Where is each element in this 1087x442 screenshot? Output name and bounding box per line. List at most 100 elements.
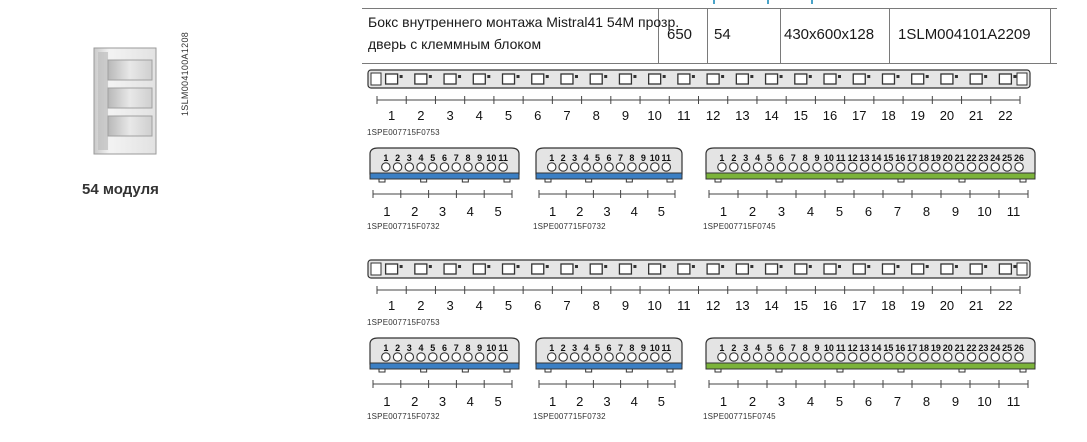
module-number: 1 bbox=[549, 394, 556, 409]
module-number: 1 bbox=[388, 108, 395, 123]
terminal-clamp bbox=[954, 162, 965, 172]
terminal-screw bbox=[998, 263, 1013, 275]
clamp-number: 4 bbox=[419, 343, 424, 353]
strip-order-code: 1SPE007715F0745 bbox=[703, 222, 776, 231]
module-number: 11 bbox=[677, 108, 691, 123]
module-number: 4 bbox=[631, 204, 638, 219]
clamp-number: 3 bbox=[407, 153, 412, 163]
terminal-clamp bbox=[392, 352, 403, 362]
table-rule-bottom bbox=[362, 63, 1057, 64]
terminal-clamp bbox=[812, 352, 822, 362]
clamp-number: 7 bbox=[791, 153, 796, 163]
module-number: 2 bbox=[576, 204, 583, 219]
module-number: 3 bbox=[439, 204, 446, 219]
clamp-number: 2 bbox=[731, 343, 736, 353]
module-number: 4 bbox=[807, 204, 814, 219]
clamp-number: 2 bbox=[395, 153, 400, 163]
module-number: 21 bbox=[969, 108, 983, 123]
terminal-clamp bbox=[486, 162, 497, 172]
terminal-screw bbox=[794, 263, 808, 275]
clamp-number: 2 bbox=[561, 343, 566, 353]
strip-order-code: 1SPE007715F0745 bbox=[703, 412, 776, 421]
terminal-screw bbox=[677, 73, 691, 85]
terminal-clamp bbox=[943, 162, 953, 172]
terminal-screw bbox=[735, 73, 749, 85]
terminal-clamp bbox=[439, 352, 450, 362]
terminal-clamp bbox=[883, 162, 894, 172]
module-number: 22 bbox=[998, 298, 1012, 313]
clamp-number: 9 bbox=[641, 343, 646, 353]
clamp-number: 10 bbox=[824, 343, 834, 353]
product-description-line1: Бокс внутреннего монтажа Mistral41 54M п… bbox=[368, 14, 680, 30]
clamp-number: 23 bbox=[978, 343, 988, 353]
module-number: 1 bbox=[549, 204, 556, 219]
clamp-number: 2 bbox=[395, 343, 400, 353]
terminal-clamp bbox=[381, 162, 391, 172]
table-divider bbox=[1050, 8, 1051, 63]
module-number: 16 bbox=[823, 298, 837, 313]
terminal-clamp bbox=[474, 352, 485, 362]
module-number: 8 bbox=[593, 108, 600, 123]
terminal-clamp bbox=[895, 162, 905, 172]
terminal-clamp bbox=[919, 162, 929, 172]
module-number: 4 bbox=[476, 108, 483, 123]
terminal-clamp bbox=[800, 352, 810, 362]
green-rail bbox=[705, 362, 1036, 370]
clamp-number: 22 bbox=[967, 153, 977, 163]
terminal-clamp bbox=[943, 352, 953, 362]
terminal-clamp bbox=[569, 162, 580, 172]
module-number: 3 bbox=[603, 394, 610, 409]
terminal-screw bbox=[764, 73, 779, 85]
strip-order-code: 1SPE007715F0732 bbox=[533, 412, 606, 421]
terminal-clamp bbox=[776, 162, 787, 172]
module-number: 2 bbox=[411, 394, 418, 409]
clamp-number: 11 bbox=[836, 153, 846, 163]
clamp-number: 5 bbox=[430, 343, 435, 353]
terminal-clamp bbox=[498, 162, 508, 172]
terminal-screw bbox=[443, 263, 457, 275]
terminal-clamp bbox=[812, 162, 822, 172]
terminal-clamp bbox=[740, 352, 751, 362]
module-number: 22 bbox=[998, 108, 1012, 123]
clamp-number: 12 bbox=[848, 153, 858, 163]
terminal-clamp bbox=[954, 352, 965, 362]
dimensions-value: 430x600x128 bbox=[784, 26, 875, 43]
clamp-number: 11 bbox=[498, 153, 508, 163]
clamp-number: 11 bbox=[662, 153, 672, 163]
strip-drawing: 1 2 3 4 5 6 7 8 9 10 111 2 3 4 5 bbox=[369, 147, 520, 219]
clamp-number: 1 bbox=[719, 153, 724, 163]
terminal-clamp bbox=[486, 352, 497, 362]
terminal-clamp bbox=[764, 162, 775, 172]
module-number: 14 bbox=[764, 298, 778, 313]
strip-drawing: 1 2 3 4 5 6 7 8 9 10 11 12 13 14 15 16 17 18 19 20 21 22 bbox=[367, 259, 1031, 313]
terminal-screw bbox=[794, 73, 808, 85]
module-number: 7 bbox=[894, 394, 901, 409]
terminal-clamp bbox=[404, 162, 415, 172]
clamp-number: 8 bbox=[465, 153, 470, 163]
terminal-clamp bbox=[569, 352, 580, 362]
module-number: 11 bbox=[677, 298, 691, 313]
terminal-clamp bbox=[978, 352, 989, 362]
clamp-number: 11 bbox=[662, 343, 672, 353]
module-number: 5 bbox=[494, 394, 501, 409]
strip-drawing: 1 2 3 4 5 6 7 8 9 10 111 2 3 4 5 bbox=[535, 147, 683, 219]
terminal-strip-blue: 1 2 3 4 5 6 7 8 9 10 11 1 2 3 4 5 1SPE007715F0732 bbox=[367, 334, 522, 421]
terminal-clamp bbox=[859, 162, 870, 172]
terminal-clamp bbox=[966, 352, 977, 362]
module-number: 20 bbox=[940, 108, 954, 123]
terminal-clamp bbox=[428, 352, 438, 362]
clamp-number: 4 bbox=[755, 343, 760, 353]
terminal-screw bbox=[764, 263, 779, 275]
module-number: 2 bbox=[749, 204, 756, 219]
module-number: 1 bbox=[388, 298, 395, 313]
clamp-number: 17 bbox=[907, 343, 917, 353]
terminal-screw bbox=[881, 263, 896, 275]
module-number: 1 bbox=[383, 204, 390, 219]
strip-drawing: 1 2 3 4 5 6 7 8 9 10 111 2 3 4 5 bbox=[535, 337, 683, 409]
clamp-number: 1 bbox=[719, 343, 724, 353]
module-number: 8 bbox=[923, 204, 930, 219]
terminal-clamp bbox=[638, 162, 649, 172]
clamp-number: 10 bbox=[486, 343, 496, 353]
terminal-clamp bbox=[381, 352, 391, 362]
clamp-number: 24 bbox=[990, 153, 1000, 163]
